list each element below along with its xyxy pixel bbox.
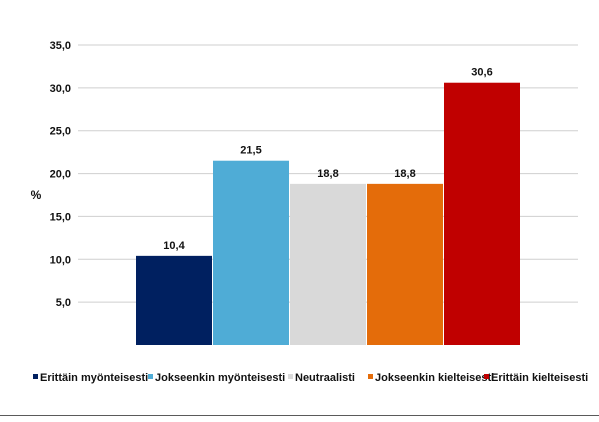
legend-swatch: [148, 374, 153, 379]
legend-label: Jokseenkin kielteisesti: [375, 372, 494, 384]
y-tick-label: 10,0: [50, 254, 71, 266]
y-tick-label: 15,0: [50, 211, 71, 223]
y-axis-label: %: [31, 188, 42, 202]
legend-label: Jokseenkin myönteisesti: [155, 372, 285, 384]
legend-label: Erittäin kielteisesti: [491, 372, 588, 384]
bar: [367, 183, 443, 345]
y-tick-label: 35,0: [50, 40, 71, 52]
legend-swatch: [288, 374, 293, 379]
bars: 10,4 21,5 18,8 18,8 30,6: [136, 67, 520, 345]
data-label: 30,6: [471, 67, 492, 79]
bar: [290, 183, 366, 345]
bottom-divider: [0, 415, 599, 416]
legend-label: Neutraalisti: [295, 372, 355, 384]
y-tick-label: 20,0: [50, 169, 71, 181]
data-label: 10,4: [163, 240, 185, 252]
legend-swatch: [484, 374, 489, 379]
data-label: 18,8: [317, 168, 338, 180]
legend-swatch: [368, 374, 373, 379]
y-axis-ticks: 5,0 10,0 15,0 20,0 25,0 30,0 35,0: [50, 40, 71, 309]
bar: [136, 255, 212, 345]
bar: [444, 82, 520, 345]
legend-swatch: [33, 374, 38, 379]
y-tick-label: 25,0: [50, 126, 71, 138]
data-label: 18,8: [394, 168, 415, 180]
legend: Erittäin myönteisesti Jokseenkin myönteis…: [33, 372, 588, 384]
bar: [213, 160, 289, 345]
legend-label: Erittäin myönteisesti: [40, 372, 148, 384]
data-label: 21,5: [240, 145, 261, 157]
y-tick-label: 5,0: [56, 297, 71, 309]
y-tick-label: 30,0: [50, 83, 71, 95]
